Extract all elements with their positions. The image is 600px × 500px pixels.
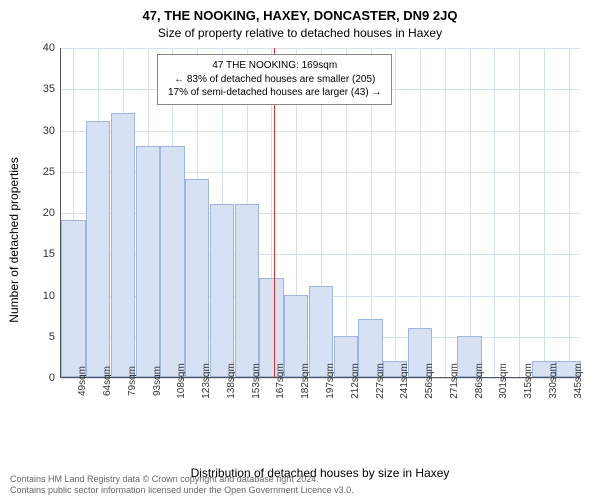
footer-attribution: Contains HM Land Registry data © Crown c… bbox=[10, 474, 590, 497]
chart-area: 051015202530354049sqm64sqm79sqm93sqm108s… bbox=[60, 48, 580, 418]
histogram-bar bbox=[111, 113, 135, 377]
ytick-label: 0 bbox=[49, 372, 55, 384]
gridline-v bbox=[445, 48, 446, 377]
ytick-label: 30 bbox=[43, 125, 55, 137]
histogram-bar bbox=[136, 146, 160, 377]
histogram-bar bbox=[210, 204, 234, 377]
ytick-label: 20 bbox=[43, 207, 55, 219]
gridline-v bbox=[494, 48, 495, 377]
ytick-label: 35 bbox=[43, 83, 55, 95]
chart-title-main: 47, THE NOOKING, HAXEY, DONCASTER, DN9 2… bbox=[0, 0, 600, 23]
footer-line2: Contains public sector information licen… bbox=[10, 485, 590, 496]
histogram-bar bbox=[185, 179, 209, 377]
histogram-bar bbox=[160, 146, 184, 377]
gridline-v bbox=[395, 48, 396, 377]
histogram-bar bbox=[259, 278, 283, 377]
gridline-v bbox=[470, 48, 471, 377]
ytick-label: 10 bbox=[43, 290, 55, 302]
xtick-label: 286sqm bbox=[474, 363, 485, 399]
annotation-box: 47 THE NOOKING: 169sqm ← 83% of detached… bbox=[157, 54, 392, 105]
annotation-line1: 47 THE NOOKING: 169sqm bbox=[168, 59, 381, 73]
footer-line1: Contains HM Land Registry data © Crown c… bbox=[10, 474, 590, 485]
histogram-bar bbox=[235, 204, 259, 377]
gridline-v bbox=[569, 48, 570, 377]
xtick-label: 301sqm bbox=[498, 363, 509, 399]
ytick-label: 25 bbox=[43, 166, 55, 178]
ytick-label: 40 bbox=[43, 42, 55, 54]
plot-region: 051015202530354049sqm64sqm79sqm93sqm108s… bbox=[60, 48, 580, 378]
histogram-bar bbox=[86, 121, 110, 377]
gridline-v bbox=[544, 48, 545, 377]
chart-title-sub: Size of property relative to detached ho… bbox=[0, 23, 600, 40]
xtick-label: 256sqm bbox=[424, 363, 435, 399]
ytick-label: 15 bbox=[43, 248, 55, 260]
ytick-label: 5 bbox=[49, 331, 55, 343]
annotation-line2: ← 83% of detached houses are smaller (20… bbox=[168, 73, 381, 87]
xtick-label: 345sqm bbox=[573, 363, 584, 399]
histogram-bar bbox=[61, 220, 85, 377]
gridline-v bbox=[519, 48, 520, 377]
annotation-line3: 17% of semi-detached houses are larger (… bbox=[168, 86, 381, 100]
